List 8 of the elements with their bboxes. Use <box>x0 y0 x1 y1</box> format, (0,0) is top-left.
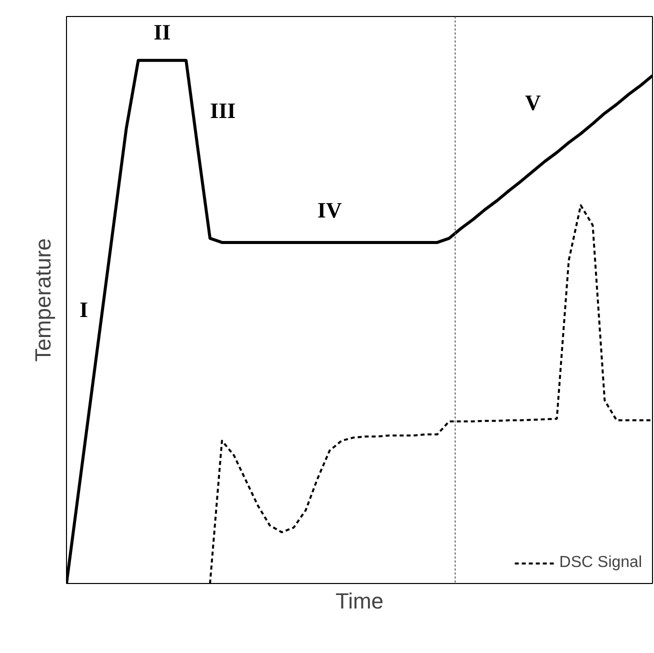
y-axis-title: Temperature <box>30 238 56 362</box>
legend-label: DSC Signal <box>559 554 642 572</box>
annotation: III <box>210 98 236 124</box>
text: II <box>154 20 171 45</box>
annotation: I <box>79 296 88 322</box>
annotation: V <box>524 90 541 116</box>
annotation: IV <box>317 198 342 223</box>
x-axis-title: Time <box>335 588 384 614</box>
